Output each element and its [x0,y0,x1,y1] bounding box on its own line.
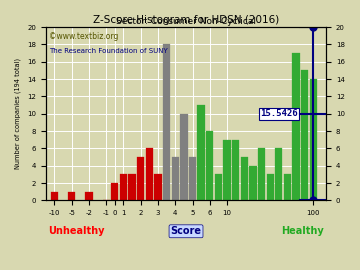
Bar [68,192,75,200]
Bar [266,174,274,200]
Bar [163,45,170,200]
Bar [249,166,257,200]
Text: Healthy: Healthy [281,226,324,236]
Bar [154,174,162,200]
Y-axis label: Number of companies (194 total): Number of companies (194 total) [15,58,22,169]
Bar [206,131,213,200]
Bar [223,140,231,200]
Text: Score: Score [171,226,202,236]
Bar [180,114,188,200]
Title: Z-Score Histogram for HDSN (2016): Z-Score Histogram for HDSN (2016) [93,15,279,25]
Bar [120,174,127,200]
Bar [198,105,205,200]
Bar [232,140,239,200]
Bar [129,174,136,200]
Bar [51,192,58,200]
Bar [240,157,248,200]
Text: Unhealthy: Unhealthy [49,226,105,236]
Bar [292,53,300,200]
Bar [301,70,309,200]
Bar [284,174,291,200]
Bar [189,157,196,200]
Bar [137,157,144,200]
Bar [275,148,283,200]
Text: 15.5426: 15.5426 [260,109,298,118]
Bar [215,174,222,200]
Text: The Research Foundation of SUNY: The Research Foundation of SUNY [49,48,167,54]
Bar [111,183,118,200]
Bar [258,148,265,200]
Bar [310,79,317,200]
Bar [146,148,153,200]
Text: ©www.textbiz.org: ©www.textbiz.org [49,32,118,41]
Bar [172,157,179,200]
Bar [85,192,93,200]
Text: Sector: Consumer Non-Cyclical: Sector: Consumer Non-Cyclical [116,17,256,26]
